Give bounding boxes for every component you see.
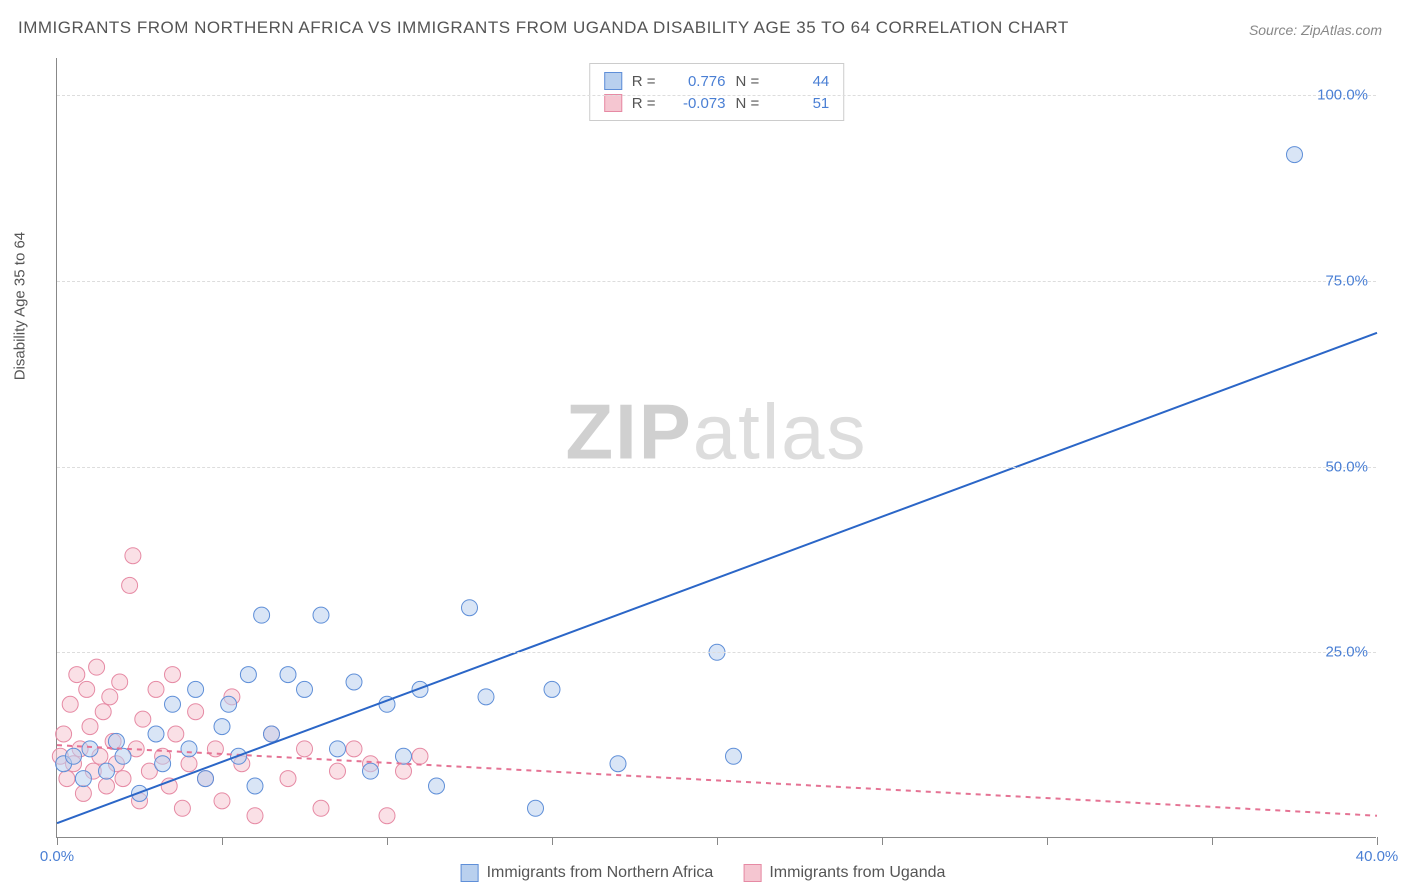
data-point xyxy=(155,756,171,772)
x-tick xyxy=(387,837,388,845)
data-point xyxy=(346,741,362,757)
data-point xyxy=(99,778,115,794)
data-point xyxy=(181,741,197,757)
data-point xyxy=(313,800,329,816)
data-point xyxy=(168,726,184,742)
data-point xyxy=(198,771,214,787)
legend-item-blue: Immigrants from Northern Africa xyxy=(461,864,714,882)
data-point xyxy=(379,808,395,824)
data-point xyxy=(56,726,72,742)
data-point xyxy=(528,800,544,816)
data-point xyxy=(297,741,313,757)
data-point xyxy=(478,689,494,705)
data-point xyxy=(115,771,131,787)
x-tick xyxy=(552,837,553,845)
data-point xyxy=(75,785,91,801)
x-tick-label: 0.0% xyxy=(40,848,74,865)
x-tick xyxy=(882,837,883,845)
data-point xyxy=(79,681,95,697)
data-point xyxy=(66,748,82,764)
gridline xyxy=(57,652,1376,653)
y-tick-label: 50.0% xyxy=(1325,458,1368,475)
data-point xyxy=(82,719,98,735)
data-point xyxy=(330,741,346,757)
data-point xyxy=(610,756,626,772)
legend-label-blue: Immigrants from Northern Africa xyxy=(487,864,714,882)
data-point xyxy=(62,696,78,712)
data-point xyxy=(99,763,115,779)
chart-svg xyxy=(57,58,1376,837)
x-tick xyxy=(222,837,223,845)
data-point xyxy=(221,696,237,712)
data-point xyxy=(240,667,256,683)
legend-label-pink: Immigrants from Uganda xyxy=(769,864,945,882)
x-tick xyxy=(1212,837,1213,845)
series-legend: Immigrants from Northern Africa Immigran… xyxy=(461,864,946,882)
data-point xyxy=(412,748,428,764)
y-axis-label: Disability Age 35 to 64 xyxy=(12,232,29,380)
data-point xyxy=(102,689,118,705)
data-point xyxy=(330,763,346,779)
trend-line xyxy=(57,333,1377,823)
data-point xyxy=(214,793,230,809)
legend-swatch-pink-icon xyxy=(743,864,761,882)
data-point xyxy=(188,681,204,697)
source-attribution: Source: ZipAtlas.com xyxy=(1249,22,1382,38)
data-point xyxy=(122,577,138,593)
data-point xyxy=(247,808,263,824)
data-point xyxy=(148,726,164,742)
x-tick-label: 40.0% xyxy=(1356,848,1399,865)
data-point xyxy=(363,763,379,779)
data-point xyxy=(462,600,478,616)
data-point xyxy=(297,681,313,697)
gridline xyxy=(57,95,1376,96)
data-point xyxy=(429,778,445,794)
data-point xyxy=(1287,147,1303,163)
data-point xyxy=(59,771,75,787)
plot-area: ZIPatlas R = 0.776 N = 44 R = -0.073 N =… xyxy=(56,58,1376,838)
data-point xyxy=(115,748,131,764)
gridline xyxy=(57,281,1376,282)
data-point xyxy=(112,674,128,690)
data-point xyxy=(174,800,190,816)
data-point xyxy=(181,756,197,772)
data-point xyxy=(264,726,280,742)
x-tick xyxy=(57,837,58,845)
data-point xyxy=(396,748,412,764)
data-point xyxy=(165,696,181,712)
y-tick-label: 25.0% xyxy=(1325,644,1368,661)
data-point xyxy=(148,681,164,697)
data-point xyxy=(726,748,742,764)
data-point xyxy=(544,681,560,697)
data-point xyxy=(125,548,141,564)
data-point xyxy=(165,667,181,683)
data-point xyxy=(313,607,329,623)
gridline xyxy=(57,467,1376,468)
data-point xyxy=(346,674,362,690)
data-point xyxy=(75,771,91,787)
data-point xyxy=(82,741,98,757)
data-point xyxy=(95,704,111,720)
data-point xyxy=(396,763,412,779)
data-point xyxy=(89,659,105,675)
legend-item-pink: Immigrants from Uganda xyxy=(743,864,945,882)
data-point xyxy=(247,778,263,794)
data-point xyxy=(214,719,230,735)
data-point xyxy=(135,711,151,727)
legend-swatch-blue-icon xyxy=(461,864,479,882)
x-tick xyxy=(1377,837,1378,845)
data-point xyxy=(254,607,270,623)
x-tick xyxy=(1047,837,1048,845)
y-tick-label: 75.0% xyxy=(1325,272,1368,289)
data-point xyxy=(280,667,296,683)
data-point xyxy=(280,771,296,787)
data-point xyxy=(69,667,85,683)
x-tick xyxy=(717,837,718,845)
data-point xyxy=(188,704,204,720)
y-tick-label: 100.0% xyxy=(1317,87,1368,104)
chart-title: IMMIGRANTS FROM NORTHERN AFRICA VS IMMIG… xyxy=(18,18,1069,38)
